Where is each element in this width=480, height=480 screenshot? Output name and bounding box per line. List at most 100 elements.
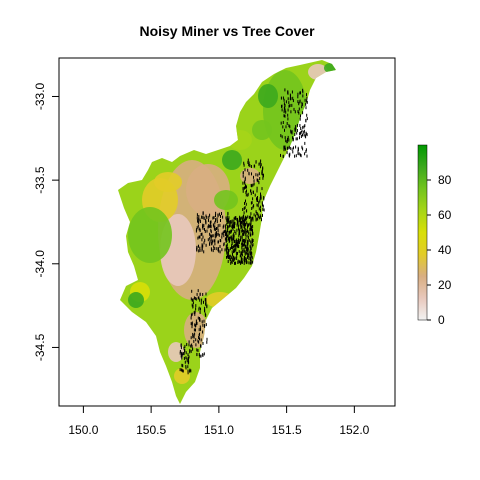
sighting-point bbox=[194, 310, 196, 314]
sighting-point bbox=[233, 257, 235, 261]
sighting-point bbox=[287, 113, 289, 117]
sighting-point bbox=[198, 306, 200, 310]
sighting-point bbox=[304, 141, 306, 145]
sighting-point bbox=[288, 154, 290, 158]
sighting-point bbox=[255, 210, 257, 214]
sighting-point bbox=[183, 356, 185, 360]
sighting-point bbox=[205, 243, 207, 247]
sighting-point bbox=[202, 212, 204, 216]
sighting-point bbox=[294, 129, 296, 133]
sighting-point bbox=[204, 306, 206, 310]
sighting-point bbox=[186, 357, 188, 361]
sighting-point bbox=[200, 354, 202, 358]
sighting-point bbox=[240, 260, 242, 264]
sighting-point bbox=[295, 154, 297, 158]
sighting-point bbox=[294, 110, 296, 114]
tree-cover-patch bbox=[154, 172, 182, 192]
sighting-point bbox=[243, 238, 245, 242]
sighting-point bbox=[262, 203, 263, 207]
sighting-point bbox=[196, 353, 198, 357]
sighting-point bbox=[198, 249, 200, 253]
sighting-point bbox=[190, 349, 192, 353]
sighting-point bbox=[237, 260, 239, 264]
sighting-point bbox=[236, 257, 238, 260]
sighting-point bbox=[195, 307, 197, 311]
sighting-point bbox=[233, 258, 235, 262]
sighting-point bbox=[217, 240, 219, 244]
sighting-point bbox=[245, 244, 247, 248]
x-tick-label: 150.0 bbox=[68, 423, 98, 437]
sighting-point bbox=[286, 122, 288, 125]
sighting-point bbox=[293, 146, 294, 150]
sighting-point bbox=[245, 223, 247, 227]
sighting-point bbox=[199, 228, 201, 232]
sighting-point bbox=[263, 197, 265, 201]
sighting-point bbox=[238, 231, 240, 235]
sighting-point bbox=[202, 330, 204, 334]
sighting-point bbox=[227, 229, 229, 233]
sighting-point bbox=[196, 245, 198, 249]
sighting-point bbox=[199, 292, 201, 296]
sighting-point bbox=[250, 252, 251, 256]
sighting-point bbox=[303, 125, 305, 129]
sighting-point bbox=[244, 242, 245, 246]
sighting-point bbox=[250, 165, 252, 168]
sighting-point bbox=[280, 96, 282, 100]
sighting-point bbox=[199, 235, 201, 239]
sighting-point bbox=[244, 201, 245, 205]
sighting-point bbox=[244, 185, 246, 189]
sighting-point bbox=[232, 246, 234, 249]
sighting-point bbox=[238, 219, 240, 223]
sighting-point bbox=[201, 232, 203, 236]
legend-tick-label: 60 bbox=[438, 208, 452, 222]
sighting-point bbox=[245, 202, 247, 206]
sighting-point bbox=[218, 249, 220, 253]
sighting-point bbox=[250, 183, 252, 187]
sighting-point bbox=[192, 298, 194, 302]
sighting-point bbox=[231, 237, 233, 241]
sighting-point bbox=[250, 219, 252, 223]
sighting-point bbox=[226, 246, 228, 250]
sighting-point bbox=[290, 97, 292, 101]
sighting-point bbox=[208, 215, 210, 219]
sighting-point bbox=[215, 234, 217, 238]
sighting-point bbox=[238, 238, 240, 242]
sighting-point bbox=[191, 303, 193, 307]
sighting-point bbox=[224, 229, 226, 233]
sighting-point bbox=[201, 243, 203, 247]
sighting-point bbox=[259, 165, 261, 169]
sighting-point bbox=[227, 260, 229, 263]
sighting-point bbox=[215, 219, 216, 223]
sighting-point bbox=[226, 238, 228, 242]
sighting-point bbox=[201, 247, 203, 251]
sighting-point bbox=[249, 222, 251, 226]
sighting-point bbox=[241, 220, 243, 224]
sighting-point bbox=[250, 189, 251, 193]
sighting-point bbox=[306, 117, 308, 121]
sighting-point bbox=[235, 251, 237, 255]
sighting-point bbox=[229, 258, 231, 262]
sighting-point bbox=[245, 199, 246, 203]
sighting-point bbox=[182, 369, 184, 373]
sighting-point bbox=[195, 323, 197, 327]
sighting-point bbox=[237, 242, 239, 246]
sighting-point bbox=[285, 125, 287, 129]
sighting-point bbox=[187, 371, 189, 375]
sighting-point bbox=[226, 251, 228, 255]
sighting-point bbox=[209, 224, 211, 228]
sighting-point bbox=[243, 225, 245, 229]
sighting-point bbox=[306, 100, 308, 104]
sighting-point bbox=[226, 215, 228, 219]
sighting-point bbox=[297, 148, 299, 151]
sighting-point bbox=[243, 163, 245, 167]
sighting-point bbox=[243, 261, 245, 265]
sighting-point bbox=[181, 351, 183, 355]
sighting-point bbox=[222, 231, 224, 235]
sighting-point bbox=[228, 253, 230, 257]
sighting-point bbox=[188, 343, 190, 347]
sighting-point bbox=[236, 254, 238, 258]
sighting-point bbox=[240, 216, 242, 220]
sighting-point bbox=[294, 154, 296, 158]
sighting-point bbox=[205, 218, 207, 222]
sighting-point bbox=[187, 369, 189, 373]
